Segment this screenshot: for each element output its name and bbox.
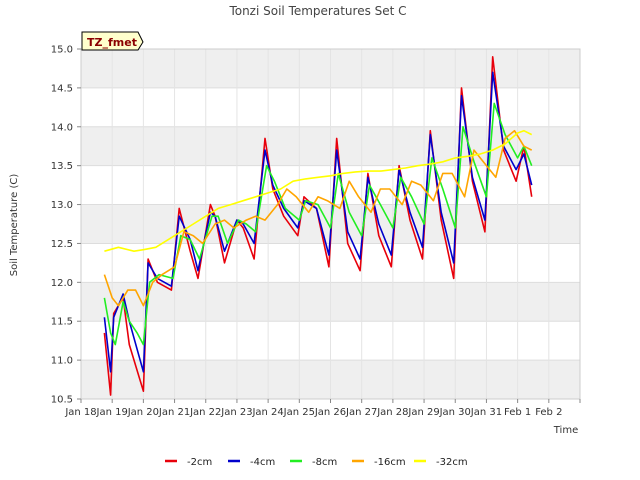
y-tick-label: 13.0 — [51, 200, 73, 211]
series-line-neg16cm — [103, 129, 533, 307]
series-line-neg4cm — [103, 71, 533, 373]
series-line-neg32cm — [104, 129, 533, 252]
legend-label: -32cm — [436, 457, 468, 468]
x-tick-label: Jan 24 — [251, 407, 283, 418]
x-tick-label: Jan 29 — [407, 407, 439, 418]
y-tick-label: 11.0 — [51, 356, 73, 367]
series-layer — [103, 55, 533, 396]
y-tick-label: 12.5 — [51, 239, 73, 250]
station-badge: TZ_fmet — [81, 31, 144, 51]
series-line-neg8cm — [103, 102, 533, 346]
x-tick-label: Feb 2 — [535, 407, 562, 418]
x-tick-label: Feb 1 — [504, 407, 531, 418]
x-axis-ticks: Jan 18 Jan 19 Jan 20 Jan 21 Jan 22 Jan 23 Jan … — [64, 399, 581, 418]
legend: -2cm -4cm -8cm -16cm -32cm — [165, 457, 468, 468]
x-tick-label: Jan 18 — [64, 407, 96, 418]
y-tick-label: 15.0 — [51, 45, 73, 56]
x-tick-label: Jan 27 — [345, 407, 377, 418]
legend-label: -16cm — [374, 457, 406, 468]
x-tick-label: Jan 21 — [158, 407, 190, 418]
chart-title: Tonzi Soil Temperatures Set C — [228, 4, 406, 18]
y-tick-label: 13.5 — [51, 161, 73, 172]
y-tick-label: 12.0 — [51, 278, 73, 289]
x-tick-label: Jan 28 — [376, 407, 408, 418]
x-tick-label: Jan 26 — [314, 407, 346, 418]
x-tick-label: Jan 19 — [96, 407, 128, 418]
y-tick-label: 14.0 — [51, 122, 73, 133]
x-tick-label: Jan 31 — [470, 407, 502, 418]
y-tick-label: 11.5 — [51, 317, 73, 328]
x-tick-label: Jan 22 — [189, 407, 221, 418]
x-tick-label: Jan 25 — [283, 407, 315, 418]
legend-label: -4cm — [250, 457, 275, 468]
legend-label: -2cm — [187, 457, 212, 468]
y-tick-label: 10.5 — [51, 395, 73, 406]
x-tick-label: Jan 20 — [127, 407, 159, 418]
y-axis-ticks: 10.5 11.0 11.5 12.0 12.5 13.0 13.5 14.0 14.5 15.0 — [51, 45, 81, 406]
x-tick-label: Jan 30 — [439, 407, 471, 418]
x-tick-label: Jan 23 — [220, 407, 252, 418]
badge-box — [81, 31, 144, 51]
badge-label: TZ_fmet — [87, 36, 137, 49]
y-axis-label: Soil Temperature (C) — [9, 174, 20, 277]
legend-label: -8cm — [312, 457, 337, 468]
y-tick-label: 14.5 — [51, 83, 73, 94]
x-axis-label: Time — [553, 425, 578, 436]
